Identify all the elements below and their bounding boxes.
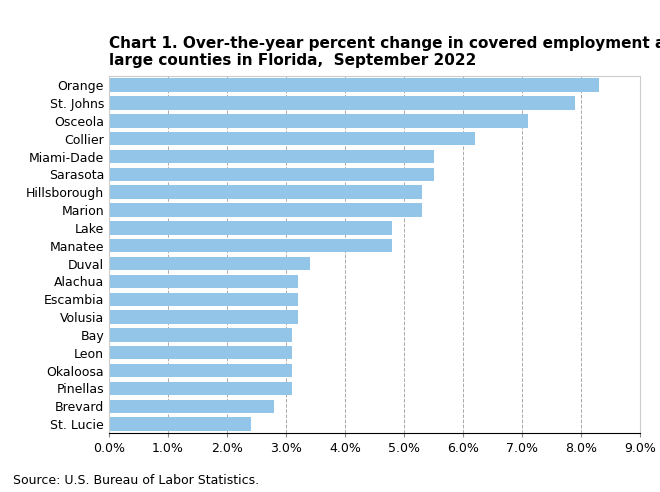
Bar bbox=[109, 364, 292, 377]
Bar bbox=[109, 275, 298, 288]
Bar bbox=[109, 221, 392, 235]
Bar bbox=[109, 417, 251, 430]
Text: Chart 1. Over-the-year percent change in covered employment among selected
large: Chart 1. Over-the-year percent change in… bbox=[109, 36, 660, 68]
Bar bbox=[109, 185, 422, 199]
Bar bbox=[109, 346, 292, 359]
Bar bbox=[109, 257, 310, 270]
Bar bbox=[109, 168, 434, 181]
Bar bbox=[109, 203, 422, 216]
Bar bbox=[109, 114, 528, 127]
Bar bbox=[109, 132, 475, 145]
Bar bbox=[109, 328, 292, 341]
Bar bbox=[109, 382, 292, 395]
Bar bbox=[109, 239, 392, 252]
Bar bbox=[109, 400, 274, 413]
Bar bbox=[109, 310, 298, 324]
Bar bbox=[109, 96, 576, 110]
Text: Source: U.S. Bureau of Labor Statistics.: Source: U.S. Bureau of Labor Statistics. bbox=[13, 474, 259, 487]
Bar bbox=[109, 150, 434, 163]
Bar bbox=[109, 293, 298, 306]
Bar bbox=[109, 79, 599, 92]
